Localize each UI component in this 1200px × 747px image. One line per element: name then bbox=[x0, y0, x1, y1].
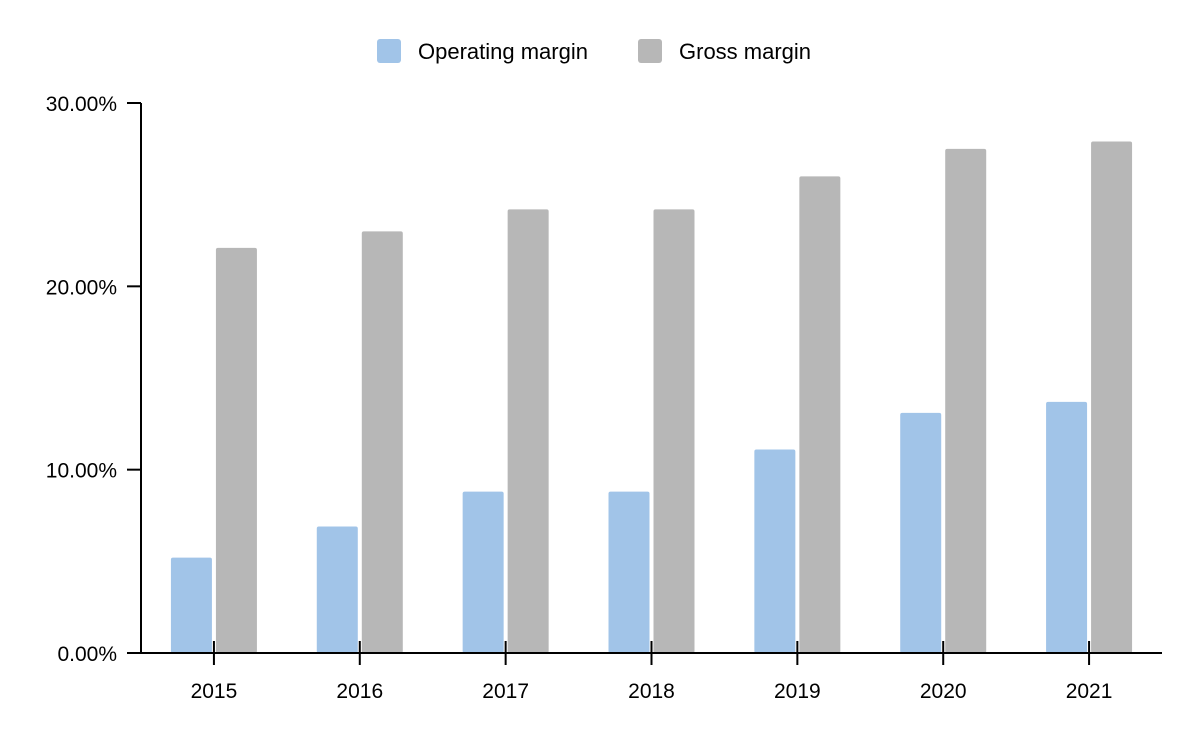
bars bbox=[170, 141, 1133, 654]
bar-gross-margin-2016 bbox=[361, 231, 403, 654]
legend: Operating margin Gross margin bbox=[377, 39, 811, 64]
bar-gross-margin-2017 bbox=[507, 209, 549, 654]
x-tick-label: 2015 bbox=[191, 680, 238, 703]
bar-gross-margin-2020 bbox=[945, 148, 987, 654]
bar-operating-margin-2017 bbox=[462, 491, 504, 653]
bar-operating-margin-2021 bbox=[1046, 401, 1088, 653]
y-tick-label: 20.00% bbox=[46, 276, 117, 299]
y-tick-label: 0.00% bbox=[57, 643, 117, 666]
bar-gross-margin-2021 bbox=[1091, 141, 1133, 653]
y-tick-label: 10.00% bbox=[46, 460, 117, 483]
legend-swatch bbox=[638, 39, 662, 63]
bar-gross-margin-2015 bbox=[215, 247, 257, 654]
legend-label: Gross margin bbox=[679, 39, 811, 64]
legend-label: Operating margin bbox=[418, 39, 588, 64]
bar-gross-margin-2019 bbox=[799, 176, 841, 654]
legend-swatch bbox=[377, 39, 401, 63]
x-tick-label: 2019 bbox=[774, 680, 821, 703]
bar-operating-margin-2016 bbox=[316, 526, 358, 653]
y-tick-label: 30.00% bbox=[46, 93, 117, 116]
bar-operating-margin-2020 bbox=[900, 412, 942, 653]
x-tick-label: 2018 bbox=[628, 680, 675, 703]
bar-operating-margin-2015 bbox=[170, 557, 212, 653]
x-tick-label: 2016 bbox=[336, 680, 383, 703]
bar-operating-margin-2018 bbox=[608, 491, 650, 653]
x-tick-label: 2021 bbox=[1066, 680, 1113, 703]
axes: 2015 2016 2017 2018 2019 2020 2021 0.00% 10.00% 2… bbox=[46, 93, 1162, 703]
x-tick-label: 2020 bbox=[920, 680, 967, 703]
bar-operating-margin-2019 bbox=[754, 449, 796, 653]
x-tick-label: 2017 bbox=[482, 680, 529, 703]
bar-gross-margin-2018 bbox=[653, 209, 695, 654]
